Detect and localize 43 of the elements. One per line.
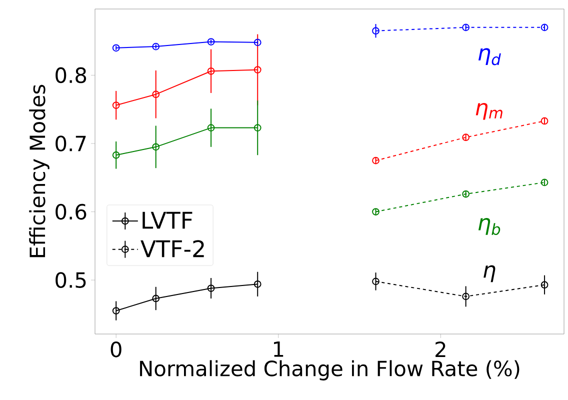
point [254,38,262,46]
point [462,24,470,32]
y-tick-label: 0.6 [56,204,86,220]
point [372,27,380,35]
point [540,178,548,186]
point [372,208,380,216]
y-tick-label: 0.8 [56,67,86,84]
point [254,280,262,288]
annotation: η$_{m}$ [476,102,502,120]
x-axis-title: Normalized Change in Flow Rate (%) [140,360,520,380]
y-axis-title: Efficiency Modes [29,84,50,258]
point [152,143,160,151]
annotation: η$_{b}$ [478,218,500,236]
annotation: η$_{d}$ [478,48,501,66]
point [462,292,470,300]
point [207,38,215,46]
point [462,134,470,142]
point [207,124,215,132]
point [207,67,215,75]
legend-label: VTF-2 [140,240,204,258]
point [152,90,160,98]
point [254,66,262,74]
point [152,42,160,50]
point [540,117,548,125]
point [254,124,262,132]
point [112,151,120,159]
point [112,307,120,314]
point [207,284,215,292]
y-tick-label: 0.7 [56,136,86,152]
point [112,102,120,109]
point [462,190,470,198]
legend-label: LVTF [142,212,192,229]
x-tick-label: 0 [110,342,122,358]
point [372,156,380,164]
x-tick-label: 2 [436,342,446,358]
point [540,24,548,32]
point [152,294,160,302]
annotation: η [484,265,496,282]
point [540,281,548,289]
y-tick-label: 0.5 [56,272,86,288]
point [112,44,120,52]
point [372,278,380,286]
x-tick-label: 1 [274,342,284,357]
